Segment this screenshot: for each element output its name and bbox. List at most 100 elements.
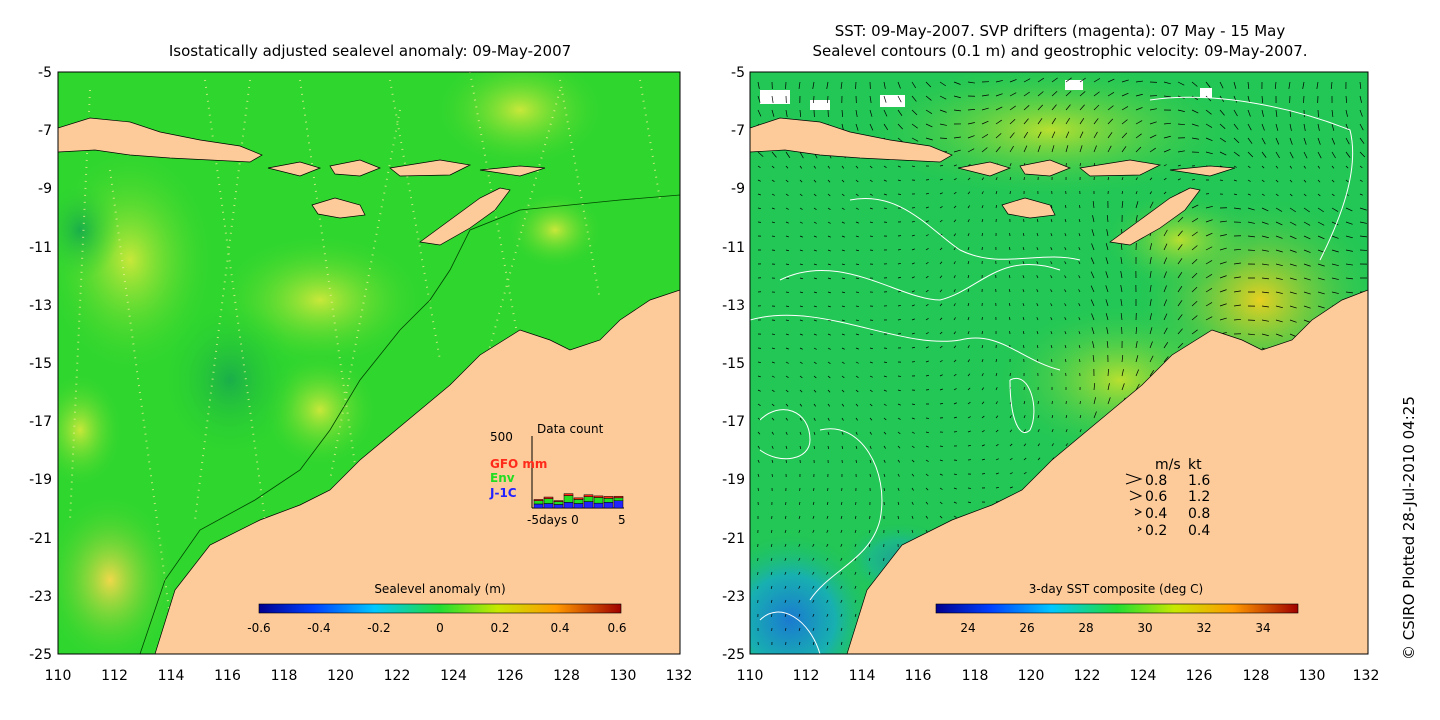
sla-colorbar: Sealevel anomaly (m) -0.6 -0.4 -0.2 0 0.… [247,582,626,635]
velocity-arrow [925,109,933,115]
y-tick-label: -5 [38,65,52,81]
velocity-arrow [868,571,871,575]
velocity-arrow [799,333,803,336]
velocity-arrow [799,207,803,210]
velocity-arrow [967,430,971,433]
data-count-bar-gfo [593,495,604,498]
velocity-arrow [841,263,845,266]
velocity-arrow [1331,179,1335,183]
velocity-arrow [911,459,915,463]
legend-gfo: GFO mm [490,457,547,471]
velocity-arrow [1261,123,1265,131]
velocity-arrow [757,81,760,89]
velocity-arrow [911,346,915,349]
sumba-island [1001,197,1056,219]
velocity-arrow [1247,151,1254,158]
velocity-arrow [1009,145,1014,153]
velocity-arrow [1359,207,1367,211]
velocity-arrow [981,444,985,447]
velocity-arrow [1275,235,1283,239]
x-tick-label: 116 [905,668,932,684]
velocity-arrow [1051,204,1053,209]
velocity-arrow [1036,345,1039,349]
sst-colorbar-tick: 34 [1255,621,1270,635]
velocity-arrow [1079,162,1081,167]
velocity-arrow [785,361,789,364]
velocity-arrow [939,317,943,321]
velocity-arrow [967,135,975,139]
x-tick-label: 124 [1130,668,1157,684]
velocity-arrow [757,459,760,463]
velocity-arrow [1317,137,1321,145]
velocity-arrow [1037,91,1044,97]
velocity-arrow [967,289,970,293]
velocity-arrow [841,179,845,183]
velocity-arrow [925,346,929,349]
velocity-arrow [827,221,831,224]
velocity-arrow [771,193,775,196]
australia-coast [154,289,680,654]
velocity-arrow [911,276,915,279]
velocity-arrow [1219,179,1224,181]
velocity-arrow [827,487,829,492]
velocity-arrow [869,165,873,169]
velocity-arrow [1093,145,1097,153]
velocity-arrow [911,262,915,265]
velocity-arrow [1289,137,1293,145]
velocity-arrow [925,445,929,448]
velocity-arrow [1008,261,1011,265]
velocity-arrow [1275,333,1283,337]
velocity-arrow [1009,415,1012,419]
velocity-arrow [840,81,843,89]
velocity-arrow [925,360,929,363]
velocity-arrow [1008,275,1011,279]
velocity-arrow [1205,151,1213,155]
velocity-arrow [827,235,831,238]
velocity-arrow [869,347,873,350]
velocity-arrow [855,319,859,322]
velocity-arrow [939,178,943,181]
y-tick-label: -11 [29,240,52,256]
velocity-arrow [939,345,943,349]
velocity-arrow [1317,109,1319,118]
velocity-arrow [799,263,803,266]
velocity-arrow [1149,134,1157,139]
velocity-arrow [1107,176,1109,181]
velocity-arrow [813,319,817,322]
velocity-arrow [827,403,831,407]
velocity-arrow [981,94,989,97]
velocity-arrow [757,165,761,168]
x-tick-label: 130 [610,668,637,684]
velocity-arrow [855,165,859,169]
velocity-arrow [1064,303,1067,307]
velocity-arrow [897,417,901,420]
velocity-arrow [1191,301,1198,307]
velocity-arrow [827,291,831,294]
velocity-arrow [953,317,956,321]
velocity-arrow [854,515,857,519]
velocity-arrow [1022,289,1025,293]
velocity-arrow [967,148,975,153]
right-panel-title-1: SST: 09-May-2007. SVP drifters (magenta)… [834,22,1286,40]
velocity-arrow [827,179,831,183]
x-tick-label: 114 [158,668,185,684]
velocity-arrow [812,599,815,603]
velocity-arrow [967,205,970,209]
velocity-arrow [1359,95,1362,103]
velocity-arrow [1219,289,1227,293]
velocity-arrow [757,473,760,477]
sla-colorbar-tick: 0 [436,621,444,635]
velocity-arrow [1022,331,1025,335]
velocity-arrow [813,389,817,393]
velocity-arrow [771,333,776,335]
right-y-axis: -5 -7 -9 -11 -13 -15 -17 -19 -21 -23 -25 [722,65,745,663]
velocity-arrow [1289,179,1293,183]
x-tick-label: 128 [1243,668,1270,684]
velocity-arrow [1036,289,1039,293]
velocity-arrow [785,333,789,336]
legend-arrow-0-2 [1137,526,1142,532]
velocity-arrow [1064,317,1067,321]
velocity-arrow [1261,277,1269,280]
velocity-legend-kt: 1.6 [1188,473,1210,489]
velocity-arrow [785,291,790,293]
